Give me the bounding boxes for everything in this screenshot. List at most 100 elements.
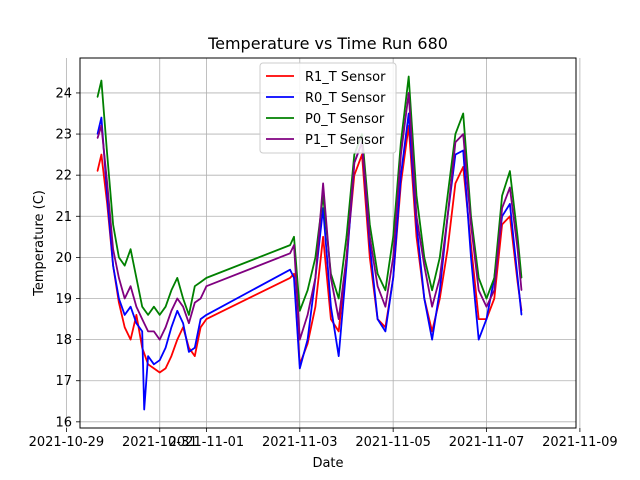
data-point: [159, 371, 161, 374]
series-line: [96, 92, 523, 341]
data-point: [153, 367, 155, 369]
data-point: [135, 322, 137, 324]
data-point: [165, 326, 167, 328]
y-tick-label: 21: [55, 210, 72, 225]
x-tick-label: 2021-10-31: [122, 435, 198, 450]
y-tick-label: 23: [55, 128, 72, 143]
legend-box: [259, 62, 397, 154]
data-point: [517, 277, 519, 279]
data-point: [478, 318, 480, 320]
data-point: [431, 289, 433, 291]
data-point: [141, 330, 143, 332]
data-point: [289, 277, 291, 279]
data-point: [130, 285, 132, 287]
data-point: [314, 306, 316, 308]
x-tick-label: 2021-11-07: [449, 435, 525, 450]
data-point: [439, 256, 441, 258]
y-tick-label: 18: [55, 333, 72, 348]
data-point: [307, 289, 309, 291]
data-point: [159, 314, 161, 316]
data-point: [200, 281, 202, 283]
data-point: [200, 318, 202, 320]
data-point: [200, 326, 202, 328]
chart-title: Temperature vs Time Run 680: [207, 34, 448, 53]
y-axis-label: Temperature (C): [32, 190, 47, 297]
data-point: [293, 277, 295, 279]
data-point: [112, 248, 114, 250]
data-point: [100, 125, 102, 127]
data-point: [454, 182, 456, 184]
data-point: [447, 215, 449, 217]
data-point: [439, 289, 441, 291]
data-point: [143, 408, 145, 411]
data-point: [135, 306, 137, 308]
x-tick-label: 2021-11-01: [169, 435, 245, 450]
data-point: [118, 297, 120, 300]
series-line: [96, 124, 523, 374]
data-point: [485, 297, 488, 300]
data-point: [384, 306, 386, 308]
data-point: [478, 277, 480, 279]
data-point: [470, 223, 472, 226]
data-point: [293, 236, 295, 238]
data-point: [130, 248, 132, 250]
data-point: [415, 195, 418, 197]
x-tick-label: 2021-10-29: [29, 435, 105, 450]
series-p1-t-sensor: [96, 92, 523, 341]
data-point: [322, 182, 324, 184]
data-point: [509, 186, 511, 189]
data-point: [423, 265, 425, 267]
legend-label: P0_T Sensor: [305, 112, 385, 127]
data-point: [170, 310, 172, 312]
data-point: [447, 195, 449, 197]
data-point: [153, 330, 155, 332]
data-point: [509, 203, 511, 205]
data-point: [423, 256, 425, 258]
data-point: [124, 297, 126, 300]
data-point: [462, 149, 464, 152]
data-point: [147, 355, 149, 357]
data-point: [188, 351, 190, 353]
data-point: [520, 314, 523, 316]
data-point: [299, 339, 301, 341]
data-point: [141, 318, 143, 320]
data-point: [299, 310, 301, 312]
data-point: [322, 207, 324, 209]
data-point: [520, 289, 523, 291]
data-point: [338, 297, 340, 300]
data-point: [118, 277, 120, 279]
data-point: [194, 355, 196, 357]
data-point: [112, 265, 114, 267]
data-point: [307, 339, 309, 341]
data-point: [314, 277, 316, 279]
data-point: [338, 318, 340, 320]
data-point: [96, 96, 99, 98]
data-point: [200, 297, 202, 300]
plot-frame: [79, 57, 577, 429]
data-point: [400, 154, 402, 156]
data-point: [369, 236, 371, 238]
data-point: [501, 207, 503, 209]
data-point: [377, 285, 379, 287]
legend: R1_T Sensor R0_T Sensor P0_T Sensor P1_T Se…: [259, 62, 397, 154]
data-point: [124, 265, 126, 267]
data-point: [165, 306, 167, 308]
data-point: [509, 170, 511, 172]
data-point: [517, 248, 519, 250]
data-point: [353, 162, 355, 164]
data-point: [124, 314, 126, 316]
data-point: [205, 318, 207, 320]
data-point: [377, 318, 379, 320]
data-point: [439, 297, 441, 300]
data-point: [165, 347, 167, 349]
data-point: [377, 273, 379, 275]
data-point: [462, 133, 464, 135]
data-point: [314, 256, 316, 258]
data-point: [118, 302, 120, 304]
y-tick-label: 20: [55, 251, 72, 266]
data-point: [153, 363, 155, 365]
data-point: [307, 314, 309, 316]
data-point: [338, 330, 340, 332]
y-tick-label: 19: [55, 292, 72, 307]
data-point: [176, 339, 178, 341]
